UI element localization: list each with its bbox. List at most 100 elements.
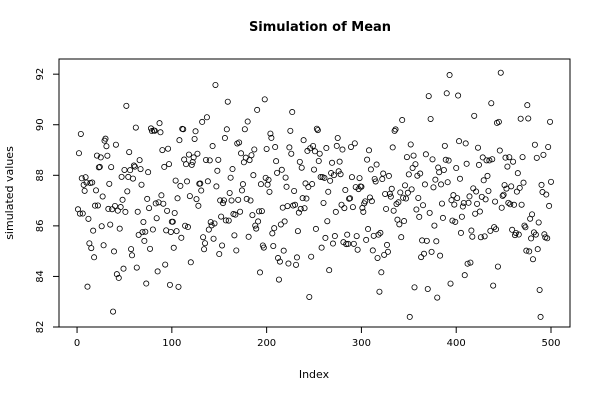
data-point: [265, 176, 272, 183]
data-point: [541, 231, 548, 238]
data-point: [305, 184, 312, 191]
data-point: [161, 163, 168, 170]
data-point: [137, 166, 144, 173]
data-point: [503, 185, 510, 192]
data-point: [130, 162, 137, 169]
data-point: [119, 196, 126, 203]
data-point: [176, 137, 183, 144]
data-point: [193, 196, 200, 203]
data-point: [115, 274, 122, 281]
data-point: [275, 276, 282, 283]
data-point: [293, 261, 300, 268]
data-point: [170, 244, 177, 251]
data-point: [298, 164, 305, 171]
data-point: [320, 199, 327, 206]
data-point: [152, 200, 159, 207]
data-point: [371, 175, 378, 182]
data-point: [422, 151, 429, 158]
data-point: [523, 247, 530, 254]
data-point: [141, 237, 148, 244]
data-point: [271, 225, 278, 232]
data-point: [105, 205, 112, 212]
data-point: [534, 246, 541, 253]
data-point: [288, 150, 295, 157]
data-point: [210, 235, 217, 242]
data-point: [480, 177, 487, 184]
data-point: [496, 147, 503, 154]
data-point: [483, 157, 490, 164]
data-point: [456, 138, 463, 145]
data-point: [238, 150, 245, 157]
data-point: [206, 157, 213, 164]
data-point: [93, 187, 100, 194]
y-axis-label: simulated values: [3, 146, 16, 240]
data-point: [98, 223, 105, 230]
data-point: [488, 100, 495, 107]
data-point: [274, 169, 281, 176]
data-point: [212, 81, 219, 88]
data-point: [516, 184, 523, 191]
data-point: [535, 219, 542, 226]
data-point: [256, 208, 263, 215]
data-point: [311, 148, 318, 155]
data-point: [272, 144, 279, 151]
data-point: [88, 245, 95, 252]
data-point: [81, 187, 88, 194]
data-point: [225, 217, 232, 224]
data-point: [255, 218, 262, 225]
data-point: [431, 222, 438, 229]
data-point: [129, 175, 136, 182]
data-point: [425, 93, 432, 100]
data-point: [121, 166, 128, 173]
data-point: [129, 252, 136, 259]
data-point: [91, 254, 98, 261]
data-point: [336, 158, 343, 165]
data-point: [189, 159, 196, 166]
data-point: [169, 218, 176, 225]
data-point: [526, 248, 533, 255]
data-point: [162, 261, 169, 268]
data-point: [261, 96, 268, 103]
data-point: [545, 143, 552, 150]
data-point: [292, 201, 299, 208]
data-point: [511, 201, 518, 208]
data-point: [353, 233, 360, 240]
data-point: [164, 207, 171, 214]
data-point: [379, 176, 386, 183]
data-point: [358, 183, 365, 190]
data-point: [138, 181, 145, 188]
data-point: [392, 126, 399, 133]
data-point: [270, 242, 277, 249]
data-point: [297, 205, 304, 212]
data-point: [116, 225, 123, 232]
data-point: [201, 246, 208, 253]
data-point: [347, 143, 354, 150]
data-point: [374, 254, 381, 261]
data-point: [537, 313, 544, 320]
data-point: [471, 112, 478, 119]
data-point: [438, 181, 445, 188]
data-point: [209, 143, 216, 150]
data-point: [356, 175, 363, 182]
data-point: [329, 159, 336, 166]
data-point: [124, 188, 131, 195]
data-point: [299, 195, 306, 202]
data-point: [547, 118, 554, 125]
data-point: [232, 211, 239, 218]
data-point: [337, 171, 344, 178]
data-point: [226, 189, 233, 196]
data-point: [194, 150, 201, 157]
data-point: [391, 127, 398, 134]
data-point: [459, 203, 466, 210]
data-points: [75, 69, 555, 320]
data-point: [509, 226, 516, 233]
data-point: [410, 152, 417, 159]
data-point: [513, 188, 520, 195]
data-point: [533, 154, 540, 161]
data-point: [245, 233, 252, 240]
data-point: [515, 231, 522, 238]
data-point: [490, 282, 497, 289]
data-point: [186, 193, 193, 200]
data-point: [146, 205, 153, 212]
data-point: [204, 178, 211, 185]
